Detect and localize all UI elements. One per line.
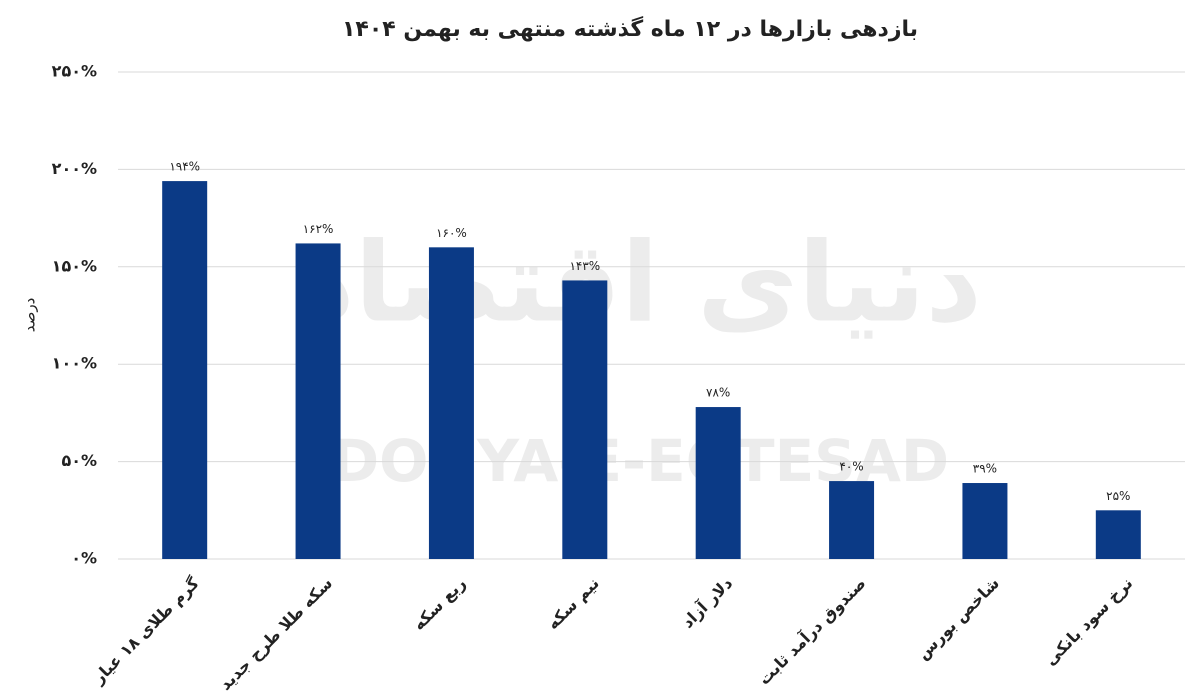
bar <box>428 247 474 559</box>
x-tick-label: صندوق درآمد ثابت <box>754 573 870 689</box>
y-tick-label: ۱۰۰% <box>52 354 97 373</box>
value-label: ۷۸% <box>706 386 730 400</box>
value-label: ۱۶۰% <box>436 226 467 240</box>
bar <box>829 481 875 559</box>
value-label: ۲۵% <box>1106 489 1130 503</box>
x-tick-label: سکه طلا طرح جدید <box>216 574 336 694</box>
bar <box>162 181 208 559</box>
bar <box>1095 510 1141 559</box>
bar <box>695 407 741 559</box>
x-tick-label: گرم طلای ۱۸ عیار <box>88 573 203 688</box>
bar <box>295 243 341 559</box>
chart-title: بازدهی بازارها در ۱۲ ماه گذشته منتهی به … <box>342 15 918 42</box>
y-tick-label: ۱۵۰% <box>52 256 97 275</box>
x-tick-label: نیم سکه <box>543 574 603 634</box>
bar <box>562 280 608 559</box>
y-tick-label: ۰% <box>71 549 97 568</box>
y-axis-label: درصد <box>21 298 39 333</box>
y-tick-label: ۲۰۰% <box>52 159 97 178</box>
bar <box>962 483 1008 559</box>
watermark: دنیای اقتصاد <box>298 218 982 346</box>
y-tick-label: ۵۰% <box>61 451 97 470</box>
x-tick-label: دلار آزاد <box>677 573 736 632</box>
x-tick-label: ربع سکه <box>409 574 469 634</box>
x-tick-label: نرخ سود بانکی <box>1041 574 1137 670</box>
value-label: ۱۶۲% <box>303 222 334 236</box>
y-tick-label: ۲۵۰% <box>52 62 97 81</box>
value-label: ۱۹۴% <box>169 160 200 174</box>
value-label: ۳۹% <box>973 462 997 476</box>
value-label: ۴۰% <box>839 460 863 474</box>
value-label: ۱۴۳% <box>569 259 600 273</box>
x-tick-label: شاخص بورس <box>913 574 1003 664</box>
